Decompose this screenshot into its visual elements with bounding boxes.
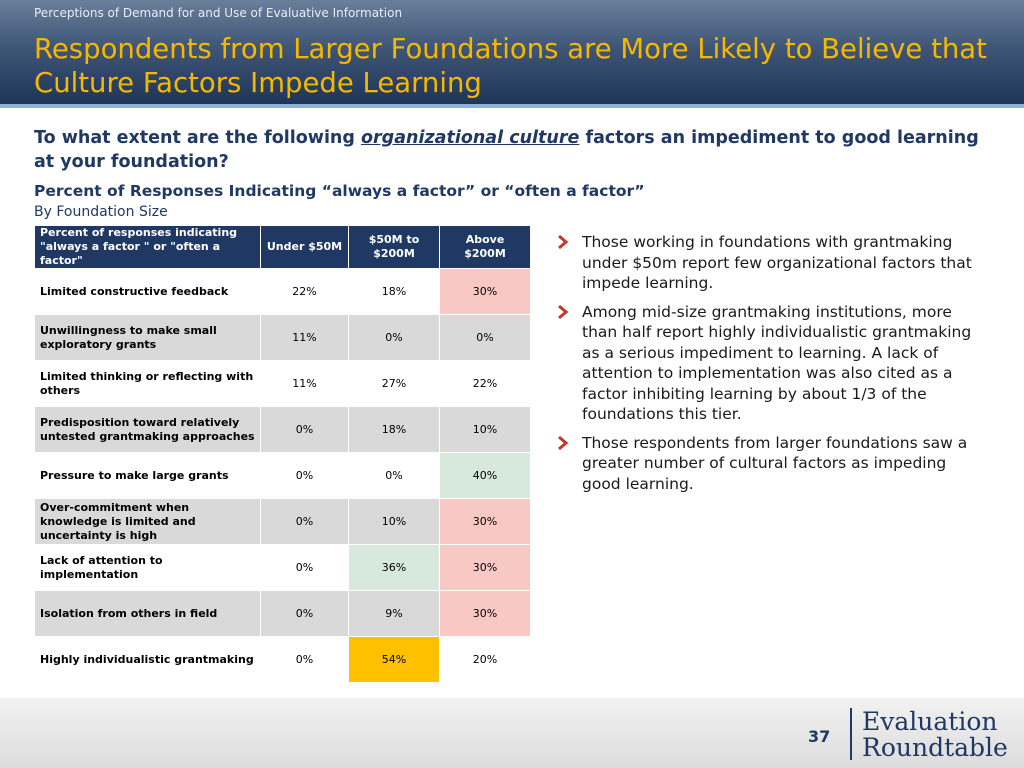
logo-line-evaluation: Evaluation bbox=[862, 707, 998, 736]
header-cell-under-50m: Under $50M bbox=[260, 225, 349, 269]
slide-title: Respondents from Larger Foundations are … bbox=[34, 33, 987, 99]
slide-header: Perceptions of Demand for and Use of Eva… bbox=[0, 0, 1024, 108]
page-number: 37 bbox=[808, 727, 831, 746]
row-label: Predisposition toward relatively unteste… bbox=[34, 406, 261, 453]
commentary-bullets: Those working in foundations with grantm… bbox=[556, 232, 981, 502]
row-label: Isolation from others in field bbox=[34, 590, 261, 637]
value-cell: 0% bbox=[260, 498, 349, 545]
logo-divider bbox=[850, 708, 852, 760]
value-cell: 18% bbox=[348, 268, 440, 315]
bullet-item: Among mid-size grantmaking institutions,… bbox=[556, 302, 981, 425]
value-cell: 0% bbox=[260, 590, 349, 637]
bullet-item: Those working in foundations with grantm… bbox=[556, 232, 981, 294]
bullet-text: Those respondents from larger foundation… bbox=[582, 433, 968, 493]
row-label: Limited thinking or reflecting with othe… bbox=[34, 360, 261, 407]
value-cell: 0% bbox=[348, 314, 440, 361]
table-row: Limited thinking or reflecting with othe… bbox=[34, 360, 531, 407]
question-emphasis: organizational culture bbox=[361, 128, 580, 148]
value-cell: 40% bbox=[439, 452, 531, 499]
table-row: Lack of attention to implementation 0% 36%… bbox=[34, 544, 531, 591]
value-cell: 30% bbox=[439, 268, 531, 315]
value-cell: 22% bbox=[260, 268, 349, 315]
table-body: Limited constructive feedback 22% 18% 30% Un… bbox=[34, 268, 531, 683]
value-cell: 0% bbox=[260, 636, 349, 683]
value-cell: 11% bbox=[260, 314, 349, 361]
value-cell: 0% bbox=[260, 406, 349, 453]
row-label: Pressure to make large grants bbox=[34, 452, 261, 499]
value-cell: 30% bbox=[439, 498, 531, 545]
table-row: Highly individualistic grantmaking 0% 54% 2… bbox=[34, 636, 531, 683]
chevron-right-icon bbox=[558, 435, 569, 450]
value-cell: 10% bbox=[348, 498, 440, 545]
logo-line-roundtable: Roundtable bbox=[862, 733, 1008, 762]
row-label: Unwillingness to make small exploratory … bbox=[34, 314, 261, 361]
value-cell: 0% bbox=[260, 452, 349, 499]
bullet-item: Those respondents from larger foundation… bbox=[556, 433, 981, 495]
section-subhead: Percent of Responses Indicating “always … bbox=[34, 182, 645, 200]
chevron-right-icon bbox=[558, 304, 569, 319]
table-row: Over-commitment when knowledge is limite… bbox=[34, 498, 531, 545]
bullet-text: Among mid-size grantmaking institutions,… bbox=[582, 302, 972, 424]
header-subtitle: Perceptions of Demand for and Use of Eva… bbox=[34, 6, 403, 20]
table-row: Isolation from others in field 0% 9% 30% bbox=[34, 590, 531, 637]
value-cell: 0% bbox=[348, 452, 440, 499]
row-label: Highly individualistic grantmaking bbox=[34, 636, 261, 683]
survey-question: To what extent are the following organiz… bbox=[34, 126, 994, 174]
value-cell: 54% bbox=[348, 636, 440, 683]
header-cell-above-200m: Above $200M bbox=[439, 225, 531, 269]
value-cell: 0% bbox=[260, 544, 349, 591]
value-cell: 27% bbox=[348, 360, 440, 407]
slide-footer bbox=[0, 698, 1024, 768]
value-cell: 0% bbox=[439, 314, 531, 361]
chevron-right-icon bbox=[558, 235, 569, 249]
value-cell: 22% bbox=[439, 360, 531, 407]
table-row: Unwillingness to make small exploratory … bbox=[34, 314, 531, 361]
table-row: Pressure to make large grants 0% 0% 40% bbox=[34, 452, 531, 499]
value-cell: 20% bbox=[439, 636, 531, 683]
row-label: Over-commitment when knowledge is limite… bbox=[34, 498, 261, 545]
table-row: Predisposition toward relatively unteste… bbox=[34, 406, 531, 453]
value-cell: 11% bbox=[260, 360, 349, 407]
value-cell: 36% bbox=[348, 544, 440, 591]
value-cell: 30% bbox=[439, 544, 531, 591]
value-cell: 30% bbox=[439, 590, 531, 637]
header-cell-50m-200m: $50M to $200M bbox=[348, 225, 440, 269]
value-cell: 18% bbox=[348, 406, 440, 453]
row-label: Lack of attention to implementation bbox=[34, 544, 261, 591]
value-cell: 9% bbox=[348, 590, 440, 637]
question-prefix: To what extent are the following bbox=[34, 128, 362, 148]
value-cell: 10% bbox=[439, 406, 531, 453]
section-subhead-detail: By Foundation Size bbox=[34, 204, 168, 220]
table-header-row: Percent of responses indicating "always … bbox=[34, 225, 531, 269]
results-table: Percent of responses indicating "always … bbox=[34, 225, 531, 683]
header-cell-label: Percent of responses indicating "always … bbox=[34, 225, 261, 269]
question-suffix: factors an impediment to good learning a… bbox=[34, 128, 979, 172]
table-row: Limited constructive feedback 22% 18% 30% bbox=[34, 268, 531, 315]
bullet-text: Those working in foundations with grantm… bbox=[582, 233, 972, 292]
row-label: Limited constructive feedback bbox=[34, 268, 261, 315]
